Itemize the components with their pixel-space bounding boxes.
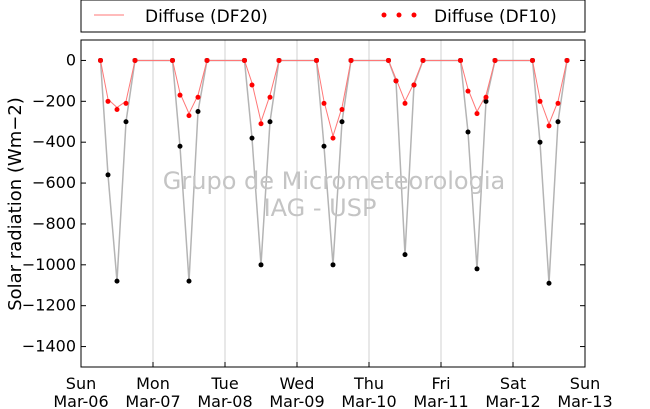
df10-point: [98, 57, 103, 63]
df10-point: [186, 113, 192, 119]
df10-point: [339, 106, 345, 112]
df10-point: [564, 57, 570, 63]
df10-series: [98, 57, 570, 141]
y-tick-label: −1000: [22, 255, 76, 274]
x-tick-date-label: Mar-08: [197, 392, 252, 409]
global-point: [546, 280, 552, 286]
legend-df20-label: Diffuse (DF20): [145, 7, 268, 27]
x-tick-date-label: Mar-06: [53, 392, 108, 409]
global-point: [267, 119, 273, 125]
df10-point: [348, 57, 354, 63]
y-tick-label: −600: [32, 173, 76, 192]
y-axis-label: Solar radiation (Wm−2): [5, 97, 26, 311]
legend-df10-swatch-dot-3: [411, 12, 417, 18]
x-tick-date-label: Mar-13: [557, 392, 612, 409]
global-point: [321, 143, 327, 149]
x-tick-date-label: Mar-12: [485, 392, 540, 409]
x-tick-day-label: Thu: [353, 374, 384, 393]
plot-frame: [80, 39, 586, 368]
global-point: [537, 139, 543, 145]
df10-point: [483, 94, 489, 100]
global-point: [330, 262, 336, 268]
global-point: [555, 119, 561, 125]
legend-box: [80, 0, 586, 33]
legend-df10-label: Diffuse (DF10): [434, 7, 557, 27]
legend-df10-swatch-dot-2: [396, 12, 402, 18]
y-tick-label: −1200: [22, 296, 76, 315]
global-point: [177, 143, 183, 149]
legend-df10-swatch-dot-1: [381, 12, 387, 18]
df10-point: [170, 57, 175, 63]
x-tick-date-label: Mar-10: [341, 392, 396, 409]
df10-point: [537, 98, 543, 104]
df10-point: [258, 121, 264, 127]
df20-series: [100, 59, 568, 138]
df10-point: [420, 57, 426, 63]
grid-lines: [152, 40, 514, 367]
global-point: [402, 252, 408, 258]
global-point: [249, 135, 255, 141]
x-tick-day-label: Mon: [136, 374, 170, 393]
axis-ticks: SunMar-06MonMar-07TueMar-08WedMar-09ThuM…: [22, 50, 613, 409]
df10-point: [314, 57, 319, 63]
global-point: [339, 119, 345, 125]
df10-point: [114, 106, 120, 112]
x-tick-day-label: Tue: [210, 374, 238, 393]
y-tick-label: −200: [32, 91, 76, 110]
y-tick-label: −800: [32, 214, 76, 233]
watermark-line-1: Grupo de Micrometeorologia: [163, 167, 505, 195]
df10-point: [386, 57, 391, 63]
df10-point: [474, 111, 480, 117]
x-tick-day-label: Sun: [66, 374, 96, 393]
watermark-line-2: IAG - USP: [264, 194, 377, 222]
df10-point: [195, 94, 201, 100]
x-tick-date-label: Mar-07: [125, 392, 180, 409]
df10-point: [555, 100, 561, 106]
global-point: [483, 98, 489, 104]
df10-point: [458, 57, 463, 63]
global-point: [195, 109, 201, 115]
y-tick-label: 0: [66, 50, 76, 69]
df10-point: [276, 57, 282, 63]
df10-point: [105, 98, 111, 104]
y-tick-label: −400: [32, 132, 76, 151]
df10-point: [204, 57, 210, 63]
df10-point: [492, 57, 498, 63]
df10-point: [330, 135, 336, 141]
global-point: [258, 262, 264, 268]
df10-point: [123, 100, 129, 106]
x-tick-date-label: Mar-11: [413, 392, 468, 409]
x-tick-day-label: Wed: [280, 374, 315, 393]
df10-point: [546, 123, 552, 129]
df10-point: [132, 57, 138, 63]
global-point: [186, 278, 192, 284]
df10-point: [411, 82, 417, 88]
global-point: [105, 172, 111, 178]
df20-line: [100, 59, 568, 138]
y-tick-label: −1400: [22, 337, 76, 356]
df10-point: [465, 88, 471, 94]
df10-point: [402, 100, 408, 106]
watermark: Grupo de Micrometeorologia IAG - USP: [163, 167, 505, 222]
x-tick-date-label: Mar-09: [269, 392, 324, 409]
x-tick-day-label: Sat: [500, 374, 526, 393]
df10-point: [393, 78, 399, 84]
x-tick-day-label: Fri: [431, 374, 450, 393]
global-point: [114, 278, 120, 284]
global-point: [474, 266, 480, 272]
global-point: [465, 129, 471, 135]
global-point: [123, 119, 129, 125]
df10-point: [267, 94, 273, 100]
df10-point: [177, 92, 183, 98]
df10-point: [530, 57, 535, 63]
legend: Diffuse (DF20) Diffuse (DF10): [80, 0, 586, 33]
df10-point: [321, 100, 327, 106]
x-tick-day-label: Sun: [570, 374, 600, 393]
df10-point: [249, 82, 255, 88]
df10-point: [242, 57, 247, 63]
